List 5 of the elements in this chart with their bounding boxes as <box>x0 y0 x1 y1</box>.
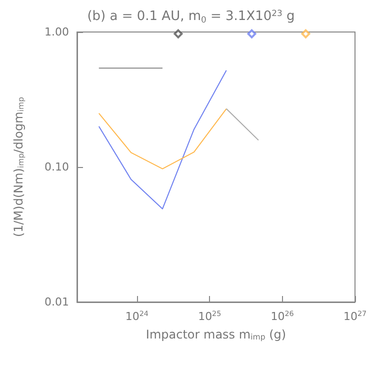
y-tick-label: 1.00 <box>44 26 69 38</box>
line-series <box>98 108 227 170</box>
y-tick-label: 0.10 <box>44 160 69 174</box>
line-series <box>98 70 227 210</box>
y-tick-label: 0.01 <box>44 296 69 308</box>
